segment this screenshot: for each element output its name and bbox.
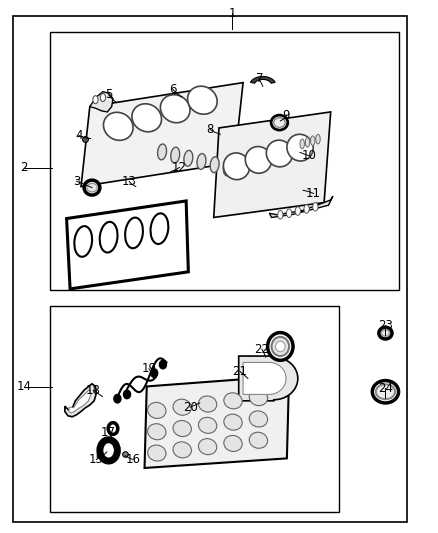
Ellipse shape	[249, 432, 268, 448]
Ellipse shape	[173, 399, 191, 415]
Ellipse shape	[100, 222, 117, 253]
Ellipse shape	[84, 180, 100, 195]
Ellipse shape	[158, 144, 166, 160]
Polygon shape	[214, 112, 331, 217]
Ellipse shape	[198, 439, 217, 455]
Ellipse shape	[151, 213, 168, 244]
Ellipse shape	[197, 154, 206, 169]
Ellipse shape	[274, 118, 285, 127]
Text: 13: 13	[122, 175, 137, 188]
Ellipse shape	[376, 384, 395, 399]
Bar	[50, 306, 339, 512]
Text: 17: 17	[101, 426, 116, 439]
Ellipse shape	[173, 442, 191, 458]
Ellipse shape	[210, 157, 219, 173]
Polygon shape	[69, 389, 91, 413]
Polygon shape	[239, 356, 298, 401]
Ellipse shape	[286, 209, 292, 217]
Polygon shape	[67, 201, 188, 289]
Text: 18: 18	[86, 384, 101, 397]
Ellipse shape	[223, 153, 250, 180]
Circle shape	[159, 360, 166, 369]
Ellipse shape	[224, 435, 242, 451]
Polygon shape	[269, 196, 333, 217]
Text: 2: 2	[20, 161, 28, 174]
Circle shape	[151, 369, 158, 377]
Ellipse shape	[245, 147, 272, 173]
Ellipse shape	[316, 134, 320, 144]
Text: 7: 7	[255, 72, 263, 85]
Ellipse shape	[100, 94, 106, 102]
Ellipse shape	[311, 136, 315, 146]
Text: 9: 9	[283, 109, 290, 122]
Ellipse shape	[108, 423, 118, 434]
Ellipse shape	[278, 211, 283, 219]
Text: 3: 3	[73, 175, 80, 188]
Ellipse shape	[93, 96, 98, 104]
Ellipse shape	[184, 150, 193, 166]
Polygon shape	[145, 376, 289, 468]
Ellipse shape	[249, 411, 268, 427]
Ellipse shape	[266, 140, 293, 167]
Polygon shape	[81, 83, 243, 187]
Ellipse shape	[272, 337, 289, 356]
Ellipse shape	[198, 396, 217, 412]
Text: 15: 15	[89, 453, 104, 466]
Ellipse shape	[148, 445, 166, 461]
Ellipse shape	[160, 95, 190, 123]
Ellipse shape	[132, 104, 162, 132]
Ellipse shape	[224, 393, 242, 409]
Polygon shape	[243, 362, 286, 394]
Ellipse shape	[148, 402, 166, 418]
Text: 8: 8	[207, 123, 214, 136]
Ellipse shape	[223, 160, 232, 176]
Ellipse shape	[304, 205, 309, 213]
Text: 21: 21	[233, 365, 247, 378]
Ellipse shape	[381, 330, 389, 336]
Text: 19: 19	[141, 362, 156, 375]
Ellipse shape	[271, 115, 288, 130]
Ellipse shape	[173, 421, 191, 437]
Ellipse shape	[379, 327, 392, 339]
Ellipse shape	[287, 134, 313, 161]
Text: 22: 22	[254, 343, 269, 356]
Text: 16: 16	[125, 453, 140, 466]
Ellipse shape	[276, 341, 285, 352]
Text: 14: 14	[17, 381, 32, 393]
Ellipse shape	[305, 138, 310, 147]
Circle shape	[114, 394, 121, 403]
Text: 10: 10	[301, 149, 316, 162]
Ellipse shape	[198, 417, 217, 433]
Polygon shape	[65, 384, 96, 417]
Ellipse shape	[148, 424, 166, 440]
Ellipse shape	[300, 139, 304, 149]
Polygon shape	[90, 92, 113, 112]
Ellipse shape	[224, 414, 242, 430]
Ellipse shape	[171, 147, 180, 163]
Text: 20: 20	[183, 401, 198, 414]
Text: 5: 5	[105, 88, 112, 101]
Ellipse shape	[268, 333, 293, 360]
Ellipse shape	[249, 390, 268, 406]
Text: 23: 23	[378, 319, 393, 332]
Text: 12: 12	[172, 161, 187, 174]
Circle shape	[124, 390, 131, 399]
Text: 1: 1	[228, 7, 236, 20]
Text: 24: 24	[378, 382, 393, 394]
Ellipse shape	[372, 381, 399, 403]
Ellipse shape	[125, 217, 143, 248]
Ellipse shape	[87, 183, 97, 192]
Ellipse shape	[313, 203, 318, 211]
Ellipse shape	[295, 207, 300, 215]
Text: 4: 4	[75, 129, 83, 142]
Polygon shape	[251, 77, 275, 83]
Ellipse shape	[187, 86, 217, 114]
Text: 6: 6	[169, 83, 177, 96]
Ellipse shape	[74, 226, 92, 257]
Ellipse shape	[100, 440, 117, 461]
Ellipse shape	[103, 112, 133, 140]
Text: 11: 11	[306, 187, 321, 200]
Bar	[50, 32, 399, 290]
